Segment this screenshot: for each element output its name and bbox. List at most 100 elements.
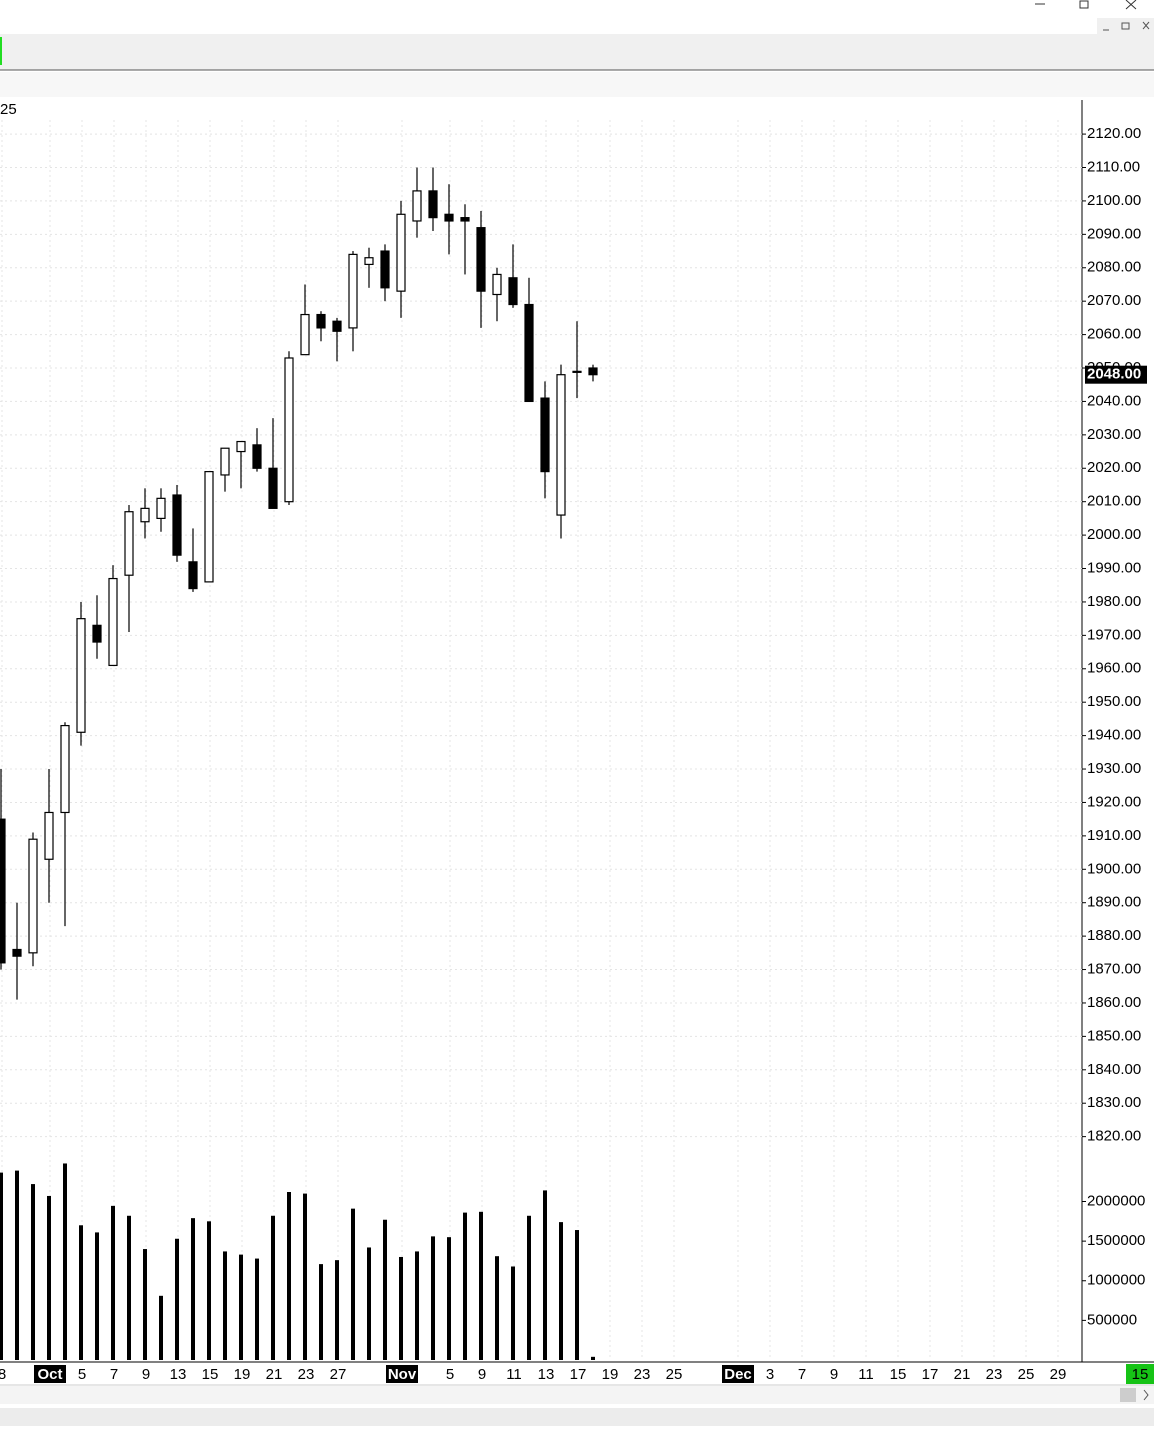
x-tick-label: 5 — [78, 1366, 86, 1383]
volume-bar — [47, 1195, 51, 1360]
restore-button[interactable] — [1079, 0, 1089, 9]
volume-bar — [63, 1163, 67, 1360]
candle-body — [188, 561, 198, 590]
x-tick-label: Dec — [724, 1366, 752, 1383]
candle-body — [12, 948, 22, 957]
x-tick-label: 19 — [602, 1366, 619, 1383]
y-tick-label: 1990.00 — [1087, 559, 1141, 576]
y-tick-label: 1910.00 — [1087, 827, 1141, 844]
y-tick-label: 1940.00 — [1087, 727, 1141, 744]
y-tick-label: 1820.00 — [1087, 1128, 1141, 1145]
y-tick-label: 1950.00 — [1087, 693, 1141, 710]
candle-body — [28, 838, 38, 954]
volume-bar — [431, 1236, 435, 1360]
x-tick-label: 17 — [570, 1366, 587, 1383]
scroll-right[interactable] — [1143, 1389, 1149, 1401]
candle-body — [156, 497, 166, 519]
candle-body — [412, 190, 422, 222]
y-tick-label: 1830.00 — [1087, 1094, 1141, 1111]
corner-label: 15 — [1132, 1366, 1149, 1383]
candle-body — [252, 444, 262, 469]
volume-bar — [191, 1218, 195, 1360]
volume-bar — [159, 1295, 163, 1360]
candle-body — [44, 811, 54, 860]
volume-bar — [463, 1212, 467, 1360]
y-tick-label: 1930.00 — [1087, 760, 1141, 777]
volume-bar — [511, 1266, 515, 1360]
x-tick-label: 9 — [142, 1366, 150, 1383]
y-tick-label: 1920.00 — [1087, 793, 1141, 810]
x-tick-label: 5 — [446, 1366, 454, 1383]
last-price-badge — [1085, 365, 1147, 384]
volume-bar — [127, 1215, 131, 1360]
candle-body — [316, 313, 326, 329]
candle-body — [556, 374, 566, 516]
volume-bar — [0, 1172, 3, 1360]
volume-bar — [495, 1256, 499, 1360]
x-tick-label: 15 — [202, 1366, 219, 1383]
y-tick-label: 2060.00 — [1087, 326, 1141, 343]
candle-body — [428, 190, 438, 219]
volume-bar — [175, 1238, 179, 1360]
volume-bar — [415, 1251, 419, 1360]
y-tick-label: 1860.00 — [1087, 994, 1141, 1011]
inner-restore[interactable] — [1121, 22, 1130, 30]
volume-bar — [591, 1356, 595, 1360]
x-tick-label: 15 — [890, 1366, 907, 1383]
y-tick-label: 2000.00 — [1087, 526, 1141, 543]
y-tick-label: 2110.00 — [1087, 158, 1140, 175]
candle-body — [236, 440, 246, 453]
volume-bar — [31, 1184, 35, 1360]
y2-tick-label: 1500000 — [1087, 1232, 1145, 1249]
candle-body — [172, 494, 182, 556]
y-tick-label: 1980.00 — [1087, 593, 1141, 610]
x-tick-label: 7 — [798, 1366, 806, 1383]
y-tick-label: 1890.00 — [1087, 894, 1141, 911]
volume-bar — [287, 1192, 291, 1360]
y-tick-label: 2070.00 — [1087, 292, 1141, 309]
x-tick-label: 25 — [666, 1366, 683, 1383]
scrollbar[interactable] — [0, 1386, 1154, 1404]
y-tick-label: 2090.00 — [1087, 225, 1141, 242]
inner-close[interactable] — [1142, 21, 1150, 30]
candle-body — [380, 250, 390, 289]
volume-bar — [351, 1208, 355, 1360]
x-tick-label: 3 — [766, 1366, 774, 1383]
month-badge — [386, 1365, 418, 1383]
volume-bar — [143, 1249, 147, 1360]
x-tick-label: 21 — [266, 1366, 283, 1383]
candle-body — [204, 471, 214, 583]
month-badge — [34, 1365, 66, 1383]
y2-tick-label: 2000000 — [1087, 1192, 1145, 1209]
candle-body — [540, 397, 550, 473]
volume-bar — [559, 1222, 563, 1360]
candle-body — [140, 507, 150, 523]
volume-bar — [543, 1190, 547, 1360]
volume-bar — [271, 1215, 275, 1360]
y-tick-label: 2020.00 — [1087, 459, 1141, 476]
sub-toolbar — [0, 72, 1154, 97]
close-button[interactable] — [1125, 0, 1137, 10]
x-tick-label: 11 — [858, 1366, 874, 1383]
toolbar — [0, 34, 1154, 70]
scrollbar-thumb[interactable] — [1120, 1388, 1136, 1402]
inner-controls — [1097, 18, 1154, 34]
volume-bar — [207, 1221, 211, 1360]
x-tick-label: 9 — [478, 1366, 486, 1383]
candle-body — [460, 217, 470, 222]
last-price-label: 2048.00 — [1087, 366, 1141, 383]
volume-bar — [239, 1254, 243, 1360]
x-tick-label: Oct — [37, 1366, 62, 1383]
y2-tick-label: 1000000 — [1087, 1272, 1145, 1289]
status-bar — [0, 1408, 1154, 1426]
x-tick-label: 17 — [922, 1366, 939, 1383]
y-tick-label: 1850.00 — [1087, 1027, 1141, 1044]
x-tick-label: 23 — [634, 1366, 651, 1383]
x-tick-label: 23 — [986, 1366, 1003, 1383]
candle-body — [268, 467, 278, 509]
volume-bar — [111, 1205, 115, 1360]
candle-body — [108, 577, 118, 667]
candle-body — [60, 724, 70, 814]
candle-body — [76, 618, 86, 733]
volume-bar — [303, 1193, 307, 1360]
